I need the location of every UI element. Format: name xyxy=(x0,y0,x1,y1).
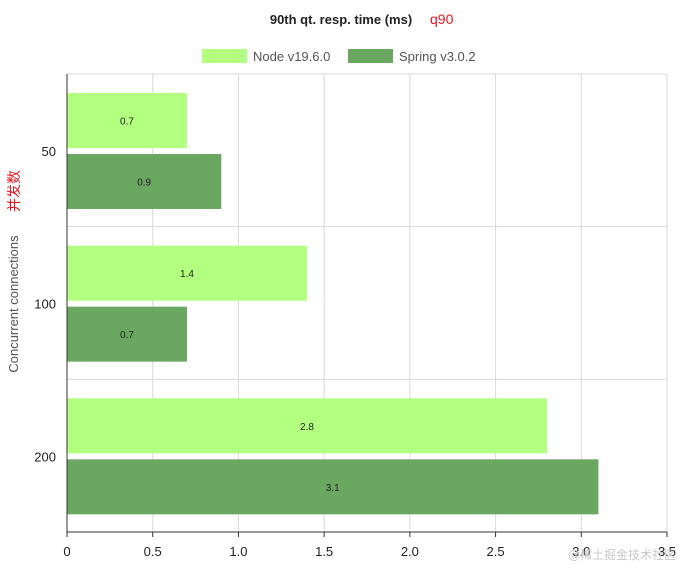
bar-value-label: 2.8 xyxy=(300,422,314,433)
bar-value-label: 0.9 xyxy=(137,178,151,189)
legend-label-node: Node v19.6.0 xyxy=(253,49,330,64)
legend-swatch-spring xyxy=(348,49,393,63)
bar-node-100 xyxy=(67,245,307,301)
legend-label-spring: Spring v3.0.2 xyxy=(399,49,476,64)
y-tick-label: 50 xyxy=(42,144,56,159)
watermark-text: @稀土掘金技术社区 xyxy=(568,547,676,562)
y-axis-label: Concurrent connections xyxy=(6,235,21,373)
bars-group: 0.7 0.9 1.4 0.7 2.8 3.1 xyxy=(67,93,599,515)
bar-value-label: 0.7 xyxy=(120,117,134,128)
x-tick-label: 2.0 xyxy=(401,544,419,559)
bar-value-label: 3.1 xyxy=(326,483,340,494)
chart-title: 90th qt. resp. time (ms) xyxy=(270,12,412,27)
bar-value-label: 0.7 xyxy=(120,330,134,341)
legend-swatch-node xyxy=(202,49,247,63)
x-tick-label: 3.0 xyxy=(572,544,590,559)
chart-title-annotation: q90 xyxy=(430,11,454,27)
axes-group: 0 0.5 1.0 1.5 2.0 2.5 3.0 3.5 50 100 200 xyxy=(34,74,676,559)
x-tick-label: 0.5 xyxy=(144,544,162,559)
bar-spring-200 xyxy=(67,459,599,515)
bar-spring-50 xyxy=(67,154,222,209)
x-tick-label: 3.5 xyxy=(658,544,676,559)
bar-node-50 xyxy=(67,93,187,148)
x-tick-label: 2.5 xyxy=(487,544,505,559)
x-tick-label: 1.5 xyxy=(315,544,333,559)
y-tick-label: 200 xyxy=(34,449,56,464)
bar-spring-100 xyxy=(67,306,187,362)
y-tick-label: 100 xyxy=(34,297,56,312)
x-tick-label: 0 xyxy=(63,544,70,559)
x-tick-label: 1.0 xyxy=(229,544,247,559)
y-axis-label-annotation: 并发数 xyxy=(6,170,22,212)
bar-value-label: 1.4 xyxy=(180,269,194,280)
bar-node-200 xyxy=(67,398,547,454)
